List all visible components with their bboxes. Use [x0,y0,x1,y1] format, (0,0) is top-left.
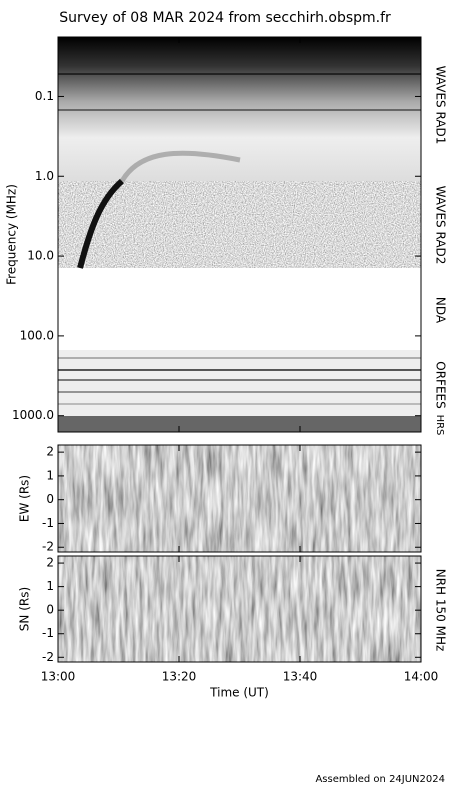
y-tick-label: 0 [46,492,54,506]
y-tick-label: 1.0 [35,169,54,183]
panel-frame [57,36,422,433]
band-label: WAVES RAD2 [434,186,448,265]
title: Survey of 08 MAR 2024 from secchirh.obsp… [59,10,391,26]
orfees-lines [58,357,421,405]
y-tick-label: 2 [46,445,54,459]
y-tick-label: 100.0 [20,328,54,342]
hrs-image [58,416,421,432]
sn-image [58,556,421,662]
y-tick-label: 2 [46,556,54,570]
y-axis-label: SN (Rs) [18,587,32,631]
x-axis-label: Time (UT) [209,686,269,700]
radio-burst [77,178,125,269]
ew-image [58,445,421,552]
y-tick-label: 10.0 [27,249,54,263]
orfees-image [58,350,421,416]
x-tick-label: 13:00 [41,670,76,684]
x-tick-label: 13:20 [162,670,197,684]
panel-frame [57,444,422,553]
side-label: NRH 150 MHz [434,569,448,652]
x-tick-label: 13:40 [283,670,318,684]
y-tick-label: 1 [46,468,54,482]
band-label: HRS [434,415,445,436]
band-label: NDA [434,297,448,324]
rad2-image [58,181,421,268]
y-tick-label: -2 [42,650,54,664]
band-label: ORFEES [434,361,448,408]
y-tick-label: -2 [42,540,54,554]
y-axis-label: Frequency (MHz) [5,184,19,285]
footer: Assembled on 24JUN2024 [315,774,445,785]
y-tick-label: 0.1 [35,89,54,103]
panel-frame [57,555,422,663]
burst-trace [119,150,241,183]
y-tick-label: 1000.0 [12,408,54,422]
y-tick-label: -1 [42,516,54,530]
band-label: WAVES RAD1 [434,66,448,145]
y-tick-label: 1 [46,579,54,593]
y-tick-label: -1 [42,626,54,640]
y-tick-label: 0 [46,603,54,617]
y-axis-label: EW (Rs) [18,475,32,522]
x-tick-label: 14:00 [404,670,439,684]
